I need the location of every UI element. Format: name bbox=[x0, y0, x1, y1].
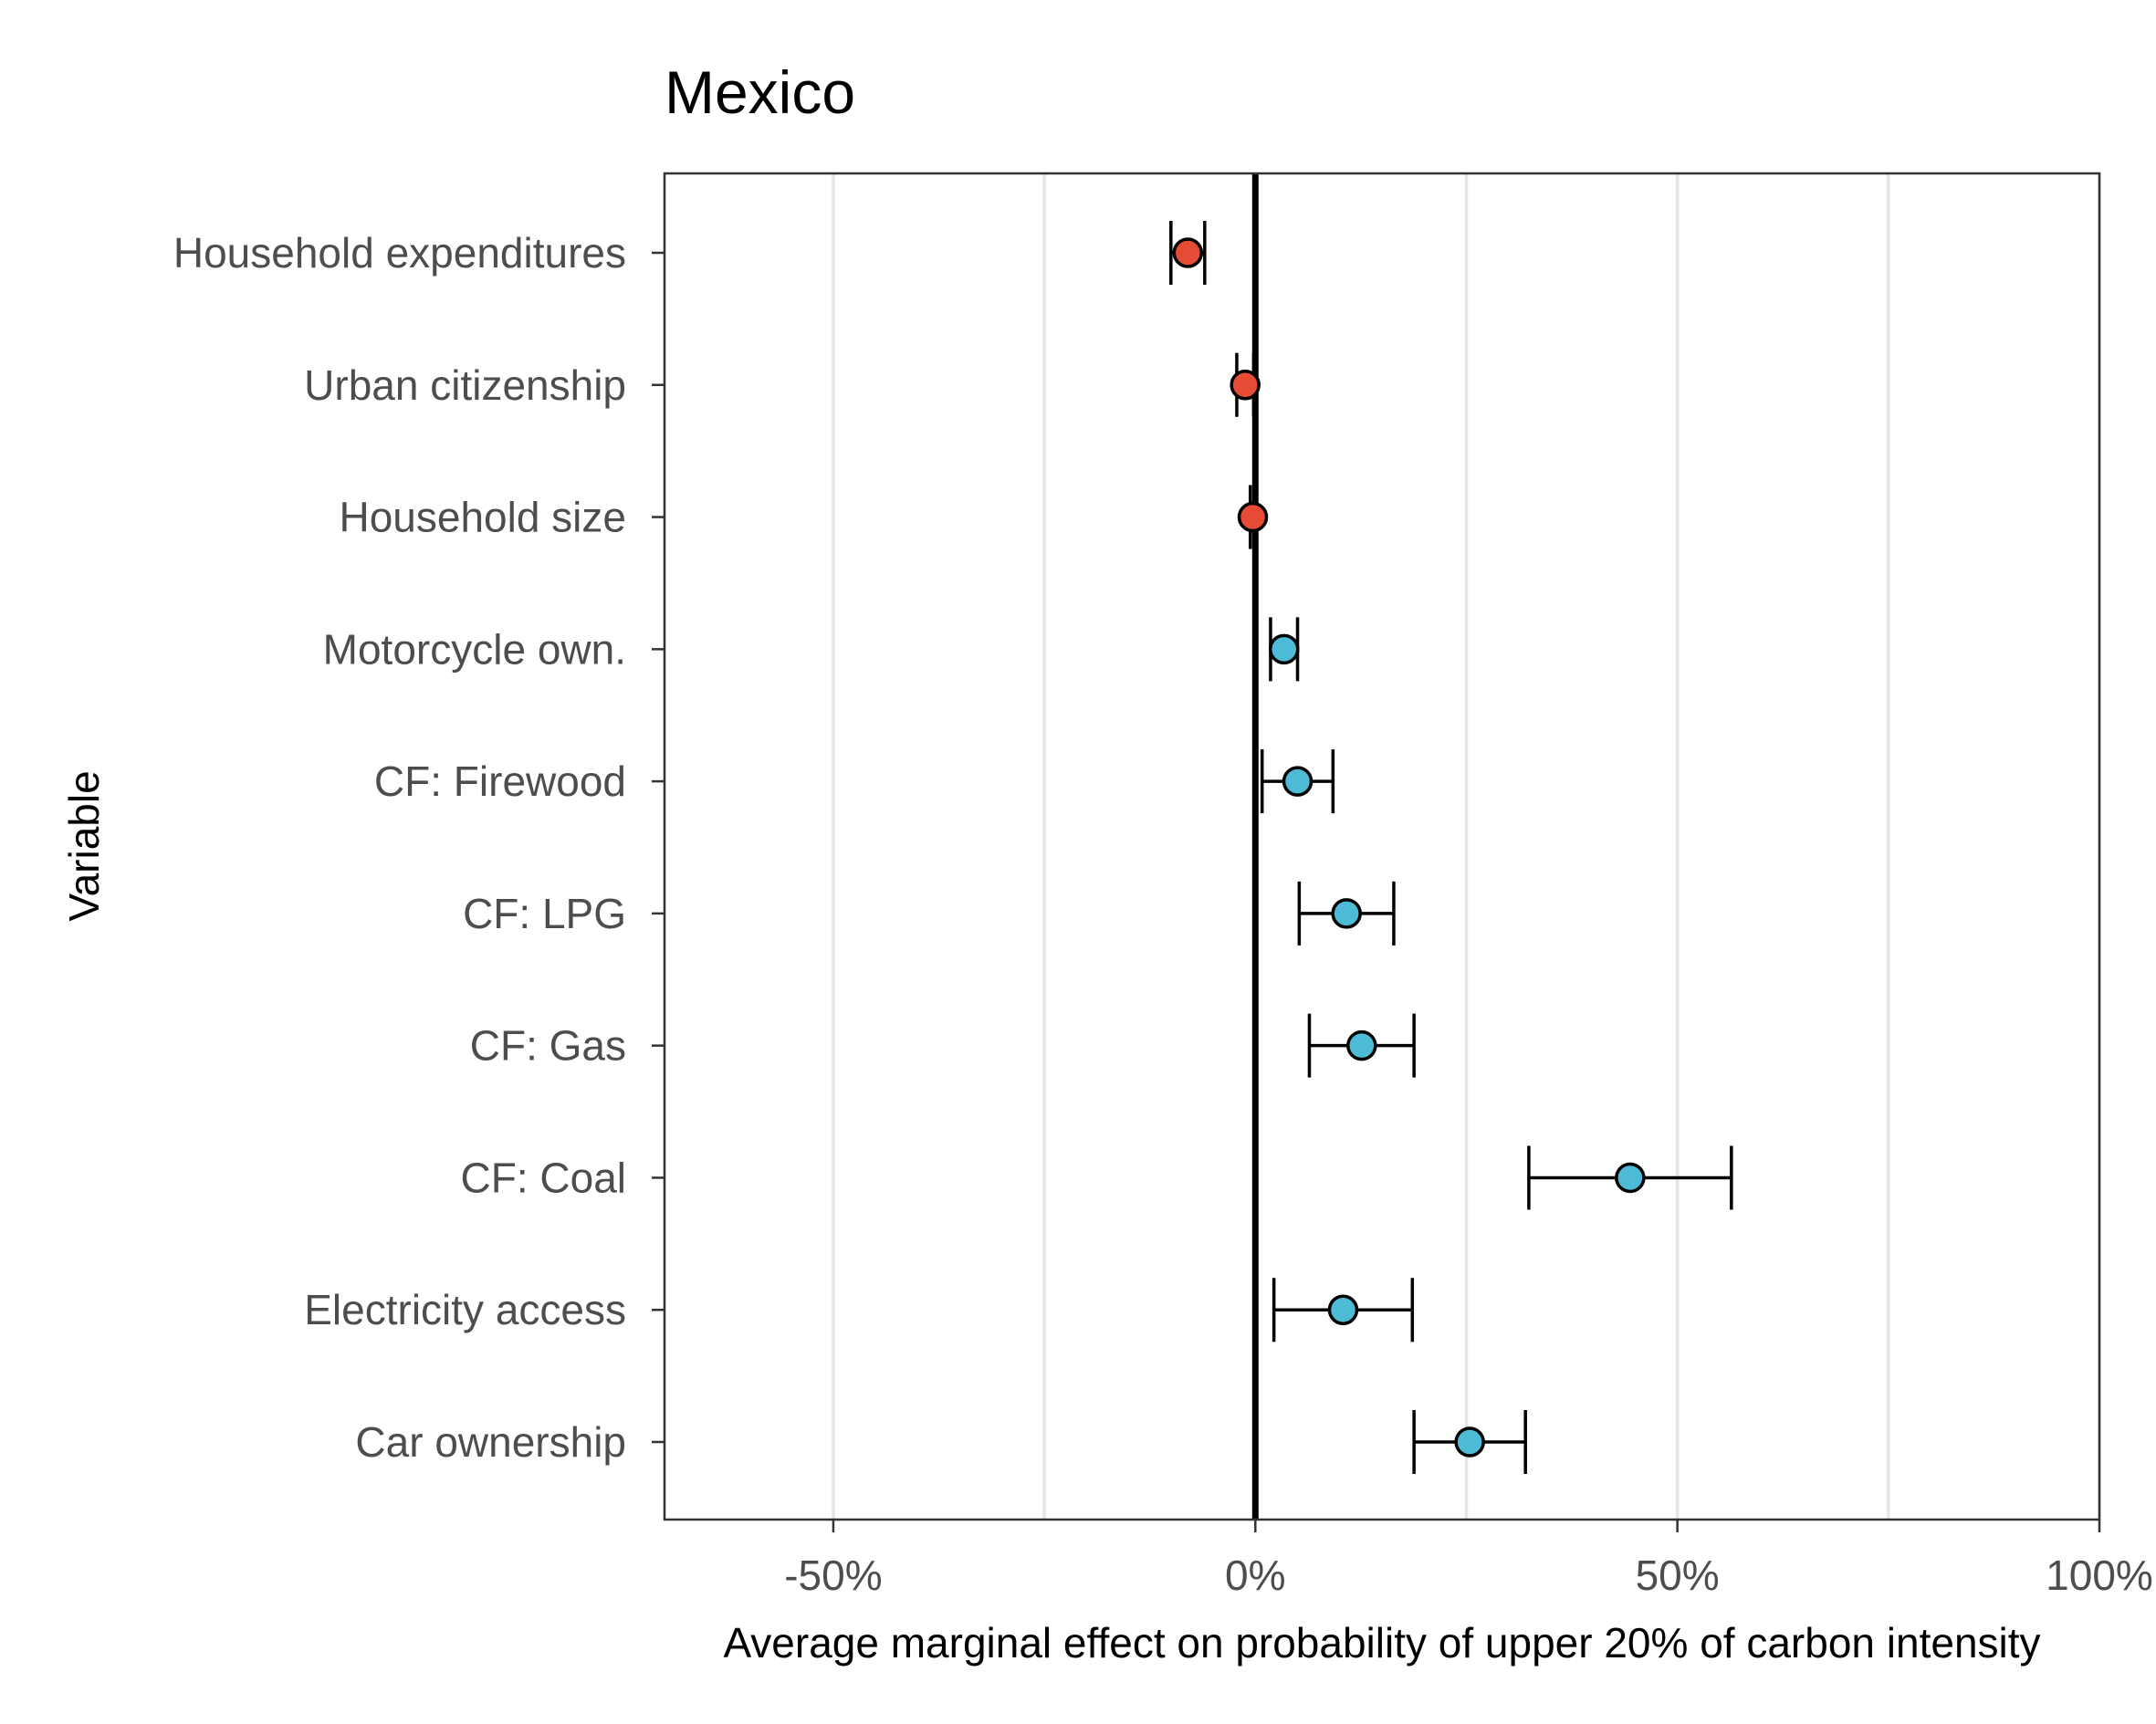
y-tick-label: Urban citizenship bbox=[304, 361, 626, 409]
x-tick-label: 100% bbox=[2046, 1552, 2153, 1599]
estimate-point bbox=[1237, 501, 1269, 533]
estimate-point bbox=[1230, 370, 1261, 401]
estimate-point bbox=[1172, 237, 1204, 268]
x-tick-label: -50% bbox=[784, 1552, 882, 1599]
estimate-point bbox=[1331, 898, 1362, 929]
data-marks bbox=[1169, 221, 1733, 1474]
x-tick-label: 0% bbox=[1225, 1552, 1285, 1599]
grid-lines bbox=[832, 173, 2101, 1520]
x-axis: -50% 0% 50% 100% bbox=[784, 1520, 2153, 1599]
y-tick-label: CF: Firewood bbox=[374, 758, 626, 805]
estimate-point bbox=[1268, 633, 1300, 665]
y-tick-label: CF: LPG bbox=[463, 890, 626, 937]
plot-panel bbox=[663, 172, 2101, 1521]
chart-title: Mexico bbox=[665, 58, 855, 126]
y-tick-label: Electricity access bbox=[304, 1286, 626, 1333]
estimate-point bbox=[1346, 1029, 1377, 1061]
y-tick-label: Motorcycle own. bbox=[323, 625, 626, 673]
y-axis: Household expenditures Urban citizenship H… bbox=[173, 229, 665, 1466]
y-tick-label: Household size bbox=[339, 494, 626, 541]
y-tick-label: CF: Coal bbox=[461, 1154, 626, 1201]
y-tick-label: Car ownership bbox=[355, 1418, 626, 1466]
x-tick-label: 50% bbox=[1636, 1552, 1720, 1599]
y-tick-label: Household expenditures bbox=[173, 229, 626, 277]
estimate-point bbox=[1454, 1426, 1485, 1458]
estimate-point bbox=[1615, 1162, 1646, 1194]
y-tick-label: CF: Gas bbox=[470, 1022, 626, 1070]
estimate-point bbox=[1282, 766, 1313, 797]
estimate-point bbox=[1327, 1294, 1359, 1325]
y-axis-title: Variable bbox=[60, 770, 108, 921]
x-axis-title: Average marginal effect on probability o… bbox=[723, 1619, 2040, 1667]
